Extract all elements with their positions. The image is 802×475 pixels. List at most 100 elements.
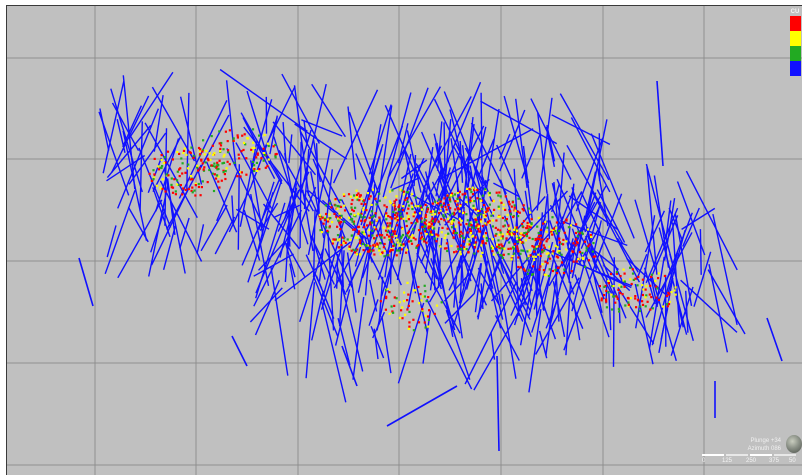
grade-interval bbox=[558, 266, 560, 268]
grade-interval bbox=[202, 180, 204, 182]
grade-interval bbox=[445, 211, 447, 213]
grade-interval bbox=[499, 199, 501, 201]
grade-interval bbox=[199, 153, 201, 155]
grade-interval bbox=[649, 309, 651, 311]
grade-interval bbox=[492, 238, 494, 240]
grade-interval bbox=[456, 198, 458, 200]
3d-viewport[interactable]: CU Plunge +34 Azimuth 086 bbox=[6, 5, 802, 475]
grade-interval bbox=[375, 198, 377, 200]
drillhole-trace bbox=[232, 336, 247, 366]
grade-interval bbox=[252, 161, 254, 163]
grade-interval bbox=[675, 286, 677, 288]
grade-interval bbox=[263, 148, 265, 150]
grade-interval bbox=[454, 200, 456, 202]
grade-interval bbox=[387, 254, 389, 256]
grade-interval bbox=[573, 261, 575, 263]
grade-interval bbox=[388, 235, 390, 237]
grade-interval bbox=[656, 287, 658, 289]
drillhole-trace bbox=[548, 194, 550, 239]
grade-interval bbox=[520, 249, 522, 251]
grade-interval bbox=[386, 206, 388, 208]
grade-interval bbox=[477, 250, 479, 252]
grade-interval bbox=[546, 240, 548, 242]
grade-interval bbox=[645, 289, 647, 291]
grade-interval bbox=[360, 220, 362, 222]
grade-interval bbox=[428, 309, 430, 311]
grade-interval bbox=[363, 226, 365, 228]
grade-interval bbox=[469, 228, 471, 230]
grade-interval bbox=[362, 209, 364, 211]
grade-interval bbox=[267, 143, 269, 145]
grade-interval bbox=[555, 269, 557, 271]
grade-interval bbox=[394, 233, 396, 235]
grade-interval bbox=[372, 249, 374, 251]
grade-interval bbox=[455, 226, 457, 228]
grade-interval bbox=[472, 187, 474, 189]
grade-interval bbox=[427, 227, 429, 229]
grade-interval bbox=[499, 254, 501, 256]
grade-interval bbox=[325, 213, 327, 215]
grade-interval bbox=[532, 265, 534, 267]
grade-interval bbox=[227, 149, 229, 151]
grade-interval bbox=[394, 230, 396, 232]
grade-interval bbox=[245, 174, 247, 176]
grade-interval bbox=[492, 219, 494, 221]
grade-interval bbox=[406, 225, 408, 227]
grade-interval bbox=[408, 326, 410, 328]
grade-interval bbox=[605, 299, 607, 301]
grade-interval bbox=[483, 204, 485, 206]
grade-interval bbox=[477, 228, 479, 230]
grade-interval bbox=[252, 150, 254, 152]
grade-interval bbox=[184, 148, 186, 150]
grade-interval bbox=[418, 229, 420, 231]
grade-interval bbox=[369, 217, 371, 219]
grade-interval bbox=[443, 215, 445, 217]
grade-interval bbox=[152, 178, 154, 180]
grade-interval bbox=[449, 199, 451, 201]
grade-interval bbox=[457, 192, 459, 194]
grade-interval bbox=[462, 193, 464, 195]
grade-interval bbox=[657, 277, 659, 279]
grade-interval bbox=[183, 150, 185, 152]
grade-interval bbox=[364, 216, 366, 218]
grade-interval bbox=[413, 329, 415, 331]
grade-interval bbox=[421, 209, 423, 211]
grade-interval bbox=[266, 165, 268, 167]
grade-interval bbox=[616, 271, 618, 273]
grade-interval bbox=[462, 212, 464, 214]
grade-interval bbox=[211, 135, 213, 137]
grade-interval bbox=[390, 249, 392, 251]
grade-interval bbox=[240, 150, 242, 152]
grade-interval bbox=[199, 167, 201, 169]
grade-interval bbox=[516, 226, 518, 228]
drillhole-trace bbox=[164, 226, 176, 270]
grade-interval bbox=[412, 228, 414, 230]
drillhole-trace bbox=[546, 298, 558, 328]
grade-interval bbox=[584, 241, 586, 243]
grade-interval bbox=[343, 193, 345, 195]
grade-interval bbox=[406, 197, 408, 199]
grade-interval bbox=[396, 249, 398, 251]
grade-interval bbox=[492, 247, 494, 249]
grade-interval bbox=[335, 198, 337, 200]
grade-interval bbox=[446, 250, 448, 252]
grade-interval bbox=[219, 142, 221, 144]
grade-interval bbox=[617, 289, 619, 291]
grade-interval bbox=[465, 213, 467, 215]
grade-interval bbox=[329, 217, 331, 219]
grade-interval bbox=[423, 238, 425, 240]
grade-interval bbox=[480, 200, 482, 202]
grade-interval bbox=[548, 246, 550, 248]
grade-interval bbox=[666, 295, 668, 297]
grade-interval bbox=[368, 198, 370, 200]
grade-interval bbox=[513, 253, 515, 255]
grade-interval bbox=[469, 240, 471, 242]
grade-interval bbox=[371, 204, 373, 206]
drillhole-scene[interactable] bbox=[7, 6, 802, 475]
grade-interval bbox=[459, 205, 461, 207]
grade-interval bbox=[632, 268, 634, 270]
grade-interval bbox=[386, 222, 388, 224]
grade-interval bbox=[163, 162, 165, 164]
grade-interval bbox=[161, 165, 163, 167]
compass-icon[interactable] bbox=[786, 435, 802, 453]
